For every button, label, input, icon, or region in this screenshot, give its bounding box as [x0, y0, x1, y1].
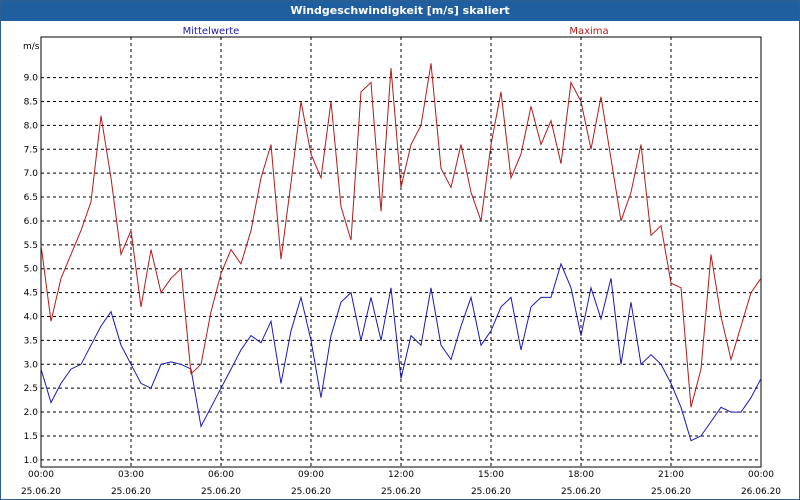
- x-tick-date: 25.06.20: [381, 487, 421, 497]
- y-tick-label: 3.5: [24, 336, 38, 346]
- y-tick-label: 3.0: [24, 360, 39, 370]
- y-tick-label: 8.5: [24, 98, 38, 108]
- window-title: Windgeschwindigkeit [m/s] skaliert: [1, 1, 799, 21]
- series-line-mittelwerte: [40, 262, 762, 442]
- series-lines: [40, 63, 762, 442]
- y-tick-label: 4.0: [24, 313, 39, 323]
- x-tick-time: 18:00: [568, 470, 594, 480]
- y-tick-label: 8.0: [24, 121, 39, 131]
- y-tick-label: 5.0: [24, 265, 39, 275]
- x-tick-date: 25.06.20: [201, 487, 241, 497]
- x-tick-date: 25.06.20: [561, 487, 601, 497]
- y-tick-label: 9.0: [24, 74, 39, 84]
- x-tick-date: 25.06.20: [471, 487, 511, 497]
- x-tick-time: 06:00: [208, 470, 234, 480]
- y-tick-label: 2.5: [24, 384, 38, 394]
- x-tick-time: 03:00: [118, 470, 144, 480]
- y-tick-label: 7.0: [24, 169, 39, 179]
- x-tick-date: 25.06.20: [21, 487, 61, 497]
- y-tick-label: 7.5: [24, 145, 38, 155]
- x-tick-time: 00:00: [28, 470, 54, 480]
- plot-frame: [40, 36, 762, 468]
- x-tick-time: 00:00: [748, 470, 774, 480]
- chart-area: 1.0 1.5 2.0 2.5 3.0 3.5 4.0 4.5 5.0 5.5 6.0 6.5 7.0 7…: [1, 21, 799, 499]
- x-axis-ticks: 00:00 25.06.20 03:00 25.06.20 06:00 25.06.20 0…: [21, 470, 781, 497]
- y-tick-label: 2.0: [24, 408, 39, 418]
- y-tick-label: 1.5: [24, 432, 38, 442]
- x-tick-time: 12:00: [388, 470, 414, 480]
- grid-lines: [40, 36, 762, 468]
- y-tick-label: 5.5: [24, 241, 38, 251]
- y-axis-ticks: 1.0 1.5 2.0 2.5 3.0 3.5 4.0 4.5 5.0 5.5 6.0 6.5 7.0 7…: [24, 74, 39, 466]
- y-tick-label: 4.5: [24, 289, 38, 299]
- legend-maxima: Maxima: [569, 26, 608, 37]
- x-tick-date: 26.06.20: [741, 487, 781, 497]
- x-tick-date: 25.06.20: [291, 487, 331, 497]
- y-tick-label: 1.0: [24, 456, 39, 466]
- x-tick-time: 15:00: [478, 470, 504, 480]
- y-axis-label: m/s: [23, 42, 40, 52]
- series-line-maxima: [40, 63, 762, 408]
- x-tick-date: 25.06.20: [651, 487, 691, 497]
- x-tick-date: 25.06.20: [111, 487, 151, 497]
- legend-mittelwerte: Mittelwerte: [183, 26, 240, 37]
- x-tick-time: 21:00: [658, 470, 684, 480]
- x-tick-time: 09:00: [298, 470, 324, 480]
- y-tick-label: 6.5: [24, 193, 38, 203]
- y-tick-label: 6.0: [24, 217, 39, 227]
